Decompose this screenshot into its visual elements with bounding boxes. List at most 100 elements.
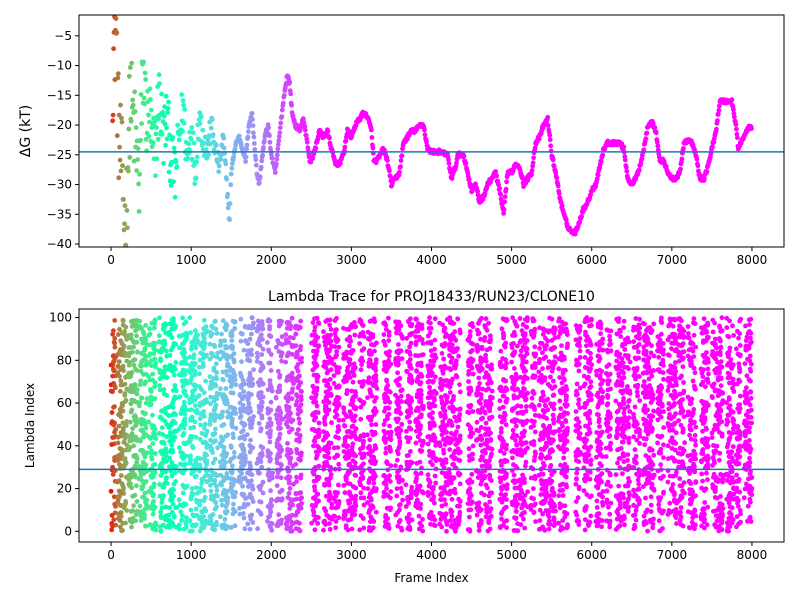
- lambda-point: [427, 369, 432, 375]
- delta-g-point: [159, 131, 165, 137]
- delta-g-point: [115, 71, 121, 77]
- delta-g-point: [229, 165, 235, 171]
- lambda-point: [314, 376, 320, 381]
- lambda-point: [313, 392, 319, 397]
- delta-g-point: [163, 142, 169, 148]
- lambda-point: [289, 374, 295, 380]
- lambda-point: [204, 458, 210, 464]
- lambda-point: [222, 517, 228, 522]
- lambda-point: [397, 348, 402, 354]
- delta-g-point: [111, 46, 116, 52]
- lambda-point: [161, 371, 167, 377]
- lambda-point: [428, 325, 434, 331]
- lambda-point: [322, 414, 328, 420]
- lambda-point: [109, 410, 115, 415]
- lambda-point: [313, 337, 319, 343]
- lambda-point: [208, 473, 214, 479]
- lambda-point: [184, 515, 189, 521]
- lambda-point: [122, 393, 128, 398]
- lambda-points: [108, 315, 755, 534]
- lambda-point: [231, 409, 236, 415]
- lambda-point: [158, 473, 164, 478]
- lambda-point: [358, 490, 364, 496]
- delta-g-point: [243, 159, 249, 165]
- lambda-point: [146, 374, 152, 379]
- lambda-point: [179, 406, 185, 411]
- lambda-point: [254, 461, 260, 466]
- lambda-point: [147, 342, 153, 348]
- lambda-point: [385, 413, 390, 419]
- lambda-point: [222, 497, 228, 503]
- lambda-point: [118, 473, 124, 478]
- lambda-point: [222, 338, 228, 344]
- delta-g-point: [654, 139, 660, 145]
- delta-g-point: [304, 139, 310, 145]
- lambda-point: [357, 437, 362, 443]
- delta-g-point: [475, 189, 480, 194]
- lambda-point: [142, 346, 148, 351]
- lambda-point: [477, 381, 482, 386]
- delta-g-point: [125, 168, 131, 174]
- lambda-point: [335, 445, 341, 450]
- lambda-point: [466, 480, 472, 486]
- lambda-point: [266, 360, 272, 366]
- lambda-point: [251, 320, 256, 326]
- delta-g-point: [132, 89, 138, 95]
- lambda-point: [177, 502, 183, 508]
- delta-g-point: [202, 134, 208, 140]
- lambda-point: [287, 474, 293, 480]
- lambda-point: [359, 321, 365, 327]
- lambda-point: [299, 389, 304, 394]
- lambda-point: [168, 347, 174, 353]
- lambda-point: [151, 325, 157, 331]
- lambda-point: [224, 451, 230, 456]
- lambda-point: [212, 471, 218, 477]
- lambda-point: [396, 416, 401, 422]
- lambda-point: [394, 457, 400, 463]
- lambda-point: [130, 426, 136, 431]
- lambda-point: [224, 501, 230, 507]
- lambda-point: [256, 390, 262, 396]
- lambda-point: [163, 322, 169, 327]
- delta-g-point: [228, 171, 234, 177]
- lambda-point: [230, 511, 236, 517]
- lambda-point: [150, 371, 156, 377]
- lambda-point: [416, 374, 422, 379]
- delta-g-point: [227, 217, 233, 223]
- lambda-point: [358, 331, 364, 337]
- lambda-point: [470, 443, 476, 449]
- lambda-point: [230, 506, 236, 512]
- lambda-point: [171, 514, 177, 520]
- delta-g-point: [207, 141, 213, 147]
- delta-g-point: [150, 140, 156, 146]
- lambda-point: [478, 457, 483, 463]
- lambda-point: [115, 434, 121, 440]
- delta-g-point: [197, 121, 203, 126]
- lambda-point: [368, 391, 373, 396]
- lambda-point: [333, 519, 339, 524]
- lambda-point: [180, 332, 186, 338]
- lambda-point: [316, 321, 322, 326]
- lambda-point: [146, 419, 152, 425]
- lambda-point: [444, 528, 449, 534]
- lambda-point: [158, 414, 163, 420]
- delta-g-point: [556, 191, 562, 196]
- lambda-point: [321, 519, 327, 525]
- lambda-point: [296, 503, 301, 508]
- lambda-point: [284, 419, 290, 425]
- lambda-point: [414, 488, 420, 493]
- lambda-point: [211, 342, 217, 348]
- lambda-point: [476, 385, 481, 390]
- lambda-point: [172, 383, 178, 388]
- delta-g-point: [161, 160, 167, 166]
- lambda-point: [133, 366, 138, 372]
- delta-g-point: [171, 179, 177, 185]
- lambda-point: [159, 408, 165, 413]
- delta-g-point: [342, 144, 348, 150]
- lambda-point: [284, 522, 290, 527]
- lambda-point: [248, 463, 253, 469]
- lambda-point: [327, 521, 332, 526]
- lambda-point: [162, 364, 168, 370]
- lambda-point: [213, 500, 219, 505]
- lambda-point: [427, 515, 432, 520]
